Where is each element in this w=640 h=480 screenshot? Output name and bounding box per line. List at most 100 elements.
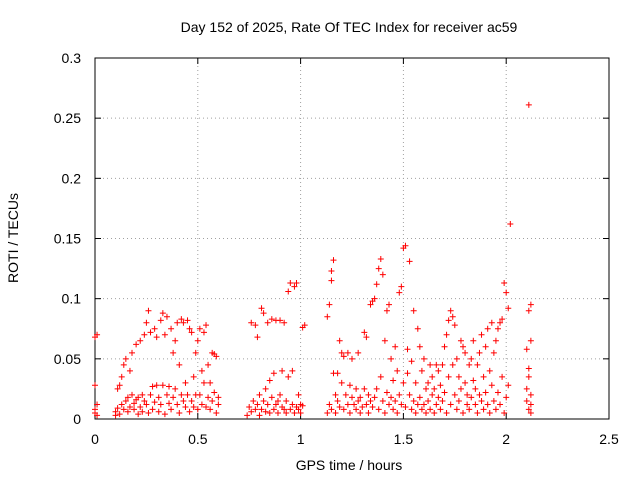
x-tick-label: 0.5 [188, 431, 208, 447]
data-point [180, 397, 187, 404]
data-point [338, 349, 345, 356]
data-point [439, 397, 446, 404]
data-point [381, 337, 388, 344]
data-point [472, 385, 479, 392]
data-point [398, 401, 405, 408]
data-point [139, 391, 146, 398]
data-point [342, 391, 349, 398]
data-point [361, 329, 368, 336]
data-point [330, 257, 337, 264]
data-point [525, 365, 532, 372]
data-point [163, 391, 170, 398]
data-point [289, 401, 296, 408]
y-tick-label: 0.15 [54, 231, 81, 247]
data-point [157, 317, 164, 324]
data-point [258, 406, 265, 413]
data-point [174, 319, 181, 326]
data-point [525, 101, 532, 108]
x-tick-labels: 0 0.5 1 1.5 2 2.5 [91, 431, 619, 447]
data-point [153, 334, 160, 341]
data-point [488, 319, 495, 326]
data-point [182, 379, 189, 386]
data-point [501, 280, 508, 287]
data-point [377, 373, 384, 380]
data-point [332, 391, 339, 398]
data-point [443, 409, 450, 416]
data-point [126, 403, 133, 410]
data-point [349, 394, 355, 401]
data-point [488, 382, 495, 389]
data-point [499, 316, 506, 323]
data-point [143, 319, 150, 326]
data-point [390, 406, 397, 413]
data-point [464, 391, 471, 398]
data-point [178, 391, 185, 398]
data-point [527, 409, 534, 416]
data-point [423, 409, 430, 416]
data-point [381, 409, 388, 416]
data-point [433, 401, 440, 408]
data-point [503, 289, 510, 296]
data-point [147, 329, 154, 336]
data-point [435, 367, 442, 374]
data-point [404, 370, 411, 377]
data-point [161, 331, 168, 338]
data-point [252, 322, 259, 329]
y-tick-label: 0.05 [54, 351, 81, 367]
data-point [334, 397, 341, 404]
data-point [336, 403, 343, 410]
data-point [451, 322, 458, 329]
data-point [375, 406, 382, 413]
data-point [168, 406, 175, 413]
data-point [353, 385, 360, 392]
data-point [141, 397, 148, 404]
data-point [406, 258, 413, 265]
data-point [527, 301, 534, 308]
data-point [116, 411, 123, 418]
data-point [166, 400, 173, 407]
data-point [447, 401, 454, 408]
data-point [453, 355, 460, 362]
data-point [153, 382, 160, 389]
data-point [355, 397, 362, 404]
data-point [166, 383, 173, 390]
data-point [131, 400, 138, 407]
data-point [346, 409, 353, 416]
data-point [523, 346, 530, 353]
data-point [133, 341, 140, 348]
data-point [455, 373, 462, 380]
y-tick-labels: 0 0.05 0.1 0.15 0.2 0.25 0.3 [54, 50, 81, 427]
data-point [494, 325, 501, 332]
data-point [412, 409, 419, 416]
data-point [453, 406, 460, 413]
data-point [252, 406, 259, 413]
data-point [120, 361, 127, 368]
data-point [135, 394, 142, 401]
data-point [505, 382, 512, 389]
data-point [170, 349, 177, 356]
data-point [457, 385, 464, 392]
data-point [137, 337, 144, 344]
data-point [143, 401, 150, 408]
data-point [198, 367, 205, 374]
grid-lines [95, 58, 609, 419]
data-point [118, 401, 125, 408]
data-point [490, 349, 497, 356]
data-point [388, 394, 395, 401]
data-point [291, 409, 298, 416]
data-point [215, 401, 222, 408]
data-point [396, 289, 403, 296]
data-point [126, 367, 133, 374]
data-point [363, 334, 370, 341]
data-point [447, 307, 454, 314]
x-tick-label: 1 [297, 431, 305, 447]
data-point [373, 281, 380, 288]
data-point [149, 406, 156, 413]
data-point [155, 408, 162, 415]
data-point [122, 355, 129, 362]
data-point [476, 391, 483, 398]
data-point [151, 325, 158, 332]
data-point [490, 397, 497, 404]
data-point [494, 389, 501, 396]
data-point [505, 305, 512, 312]
